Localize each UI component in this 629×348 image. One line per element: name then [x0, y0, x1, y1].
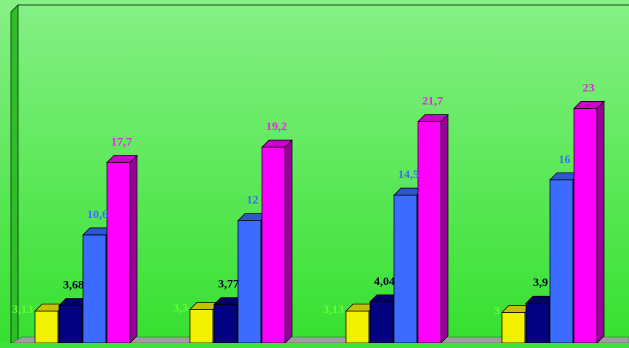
data-label-s2-g4: 3,9	[533, 275, 548, 289]
data-label-s3-g2: 12	[247, 193, 259, 207]
data-label-s1-g4: 3	[494, 303, 500, 317]
bar-s4-g1	[106, 154, 138, 344]
data-label-s1-g1: 3,13	[12, 302, 33, 316]
bar-s4-g4	[573, 100, 605, 344]
data-label-s3-g3: 14,5	[398, 167, 419, 181]
bar-s4-g3	[417, 113, 449, 344]
data-label-s3-g4: 16	[559, 152, 571, 166]
data-label-s4-g3: 21,7	[422, 94, 443, 108]
bar-s4-g2	[261, 139, 293, 344]
data-label-s4-g2: 19,2	[266, 119, 287, 133]
data-label-s1-g2: 3,3	[173, 300, 188, 314]
back-wall	[10, 3, 629, 344]
data-labels: 3,13 3,3 3,13 3 3,68 3,77 4,04 3,9 10,6 12 14,5 16 1…	[12, 80, 595, 317]
data-label-s4-g1: 17,7	[111, 134, 132, 148]
data-label-s3-g1: 10,6	[87, 207, 108, 221]
data-label-s2-g3: 4,04	[374, 274, 395, 288]
data-label-s1-g3: 3,13	[323, 302, 344, 316]
data-label-s2-g1: 3,68	[63, 277, 84, 291]
data-label-s4-g4: 23	[583, 80, 595, 94]
data-label-s2-g2: 3,77	[218, 277, 239, 291]
